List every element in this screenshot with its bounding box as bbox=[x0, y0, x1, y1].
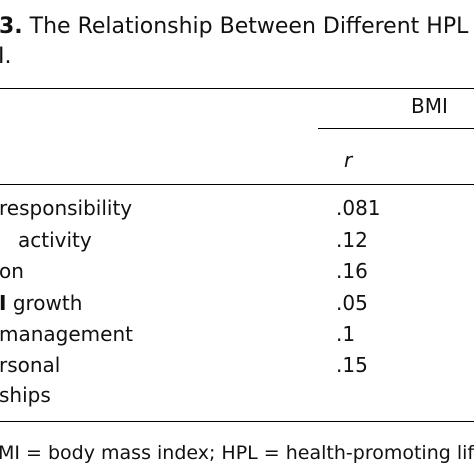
row-value: .05 bbox=[336, 291, 368, 315]
row-label-text: growth bbox=[12, 291, 83, 315]
row-label: responsibility bbox=[0, 196, 133, 220]
row-label: management bbox=[0, 322, 133, 346]
column-header-bmi: BMI bbox=[411, 94, 448, 118]
row-value: .16 bbox=[336, 259, 368, 283]
row-label: on bbox=[0, 259, 24, 283]
row-label: activity bbox=[18, 228, 92, 252]
row-value: .1 bbox=[336, 322, 356, 346]
row-label: I growth bbox=[0, 291, 82, 315]
table-title: The Relationship Between Different HPL V… bbox=[29, 14, 474, 39]
table-top-rule bbox=[0, 88, 474, 89]
row-label: rsonal bbox=[0, 353, 61, 377]
row-value: .15 bbox=[336, 353, 368, 377]
column-header-rule bbox=[318, 128, 474, 129]
row-label-prefix: I bbox=[0, 291, 7, 315]
table-caption-line2: I. bbox=[0, 44, 11, 70]
table-bottom-rule bbox=[0, 421, 474, 422]
table-caption-line1: 3. The Relationship Between Different HP… bbox=[0, 14, 474, 40]
row-value: .081 bbox=[336, 196, 381, 220]
table-header-rule bbox=[0, 184, 474, 185]
table-footnote: MI = body mass index; HPL = health-promo… bbox=[0, 442, 474, 464]
table-title-continuation: I. bbox=[0, 44, 12, 69]
column-subheader-r: r bbox=[344, 148, 353, 172]
table-number: 3. bbox=[0, 14, 23, 39]
row-label-continuation: ships bbox=[0, 383, 51, 407]
row-value: .12 bbox=[336, 228, 368, 252]
